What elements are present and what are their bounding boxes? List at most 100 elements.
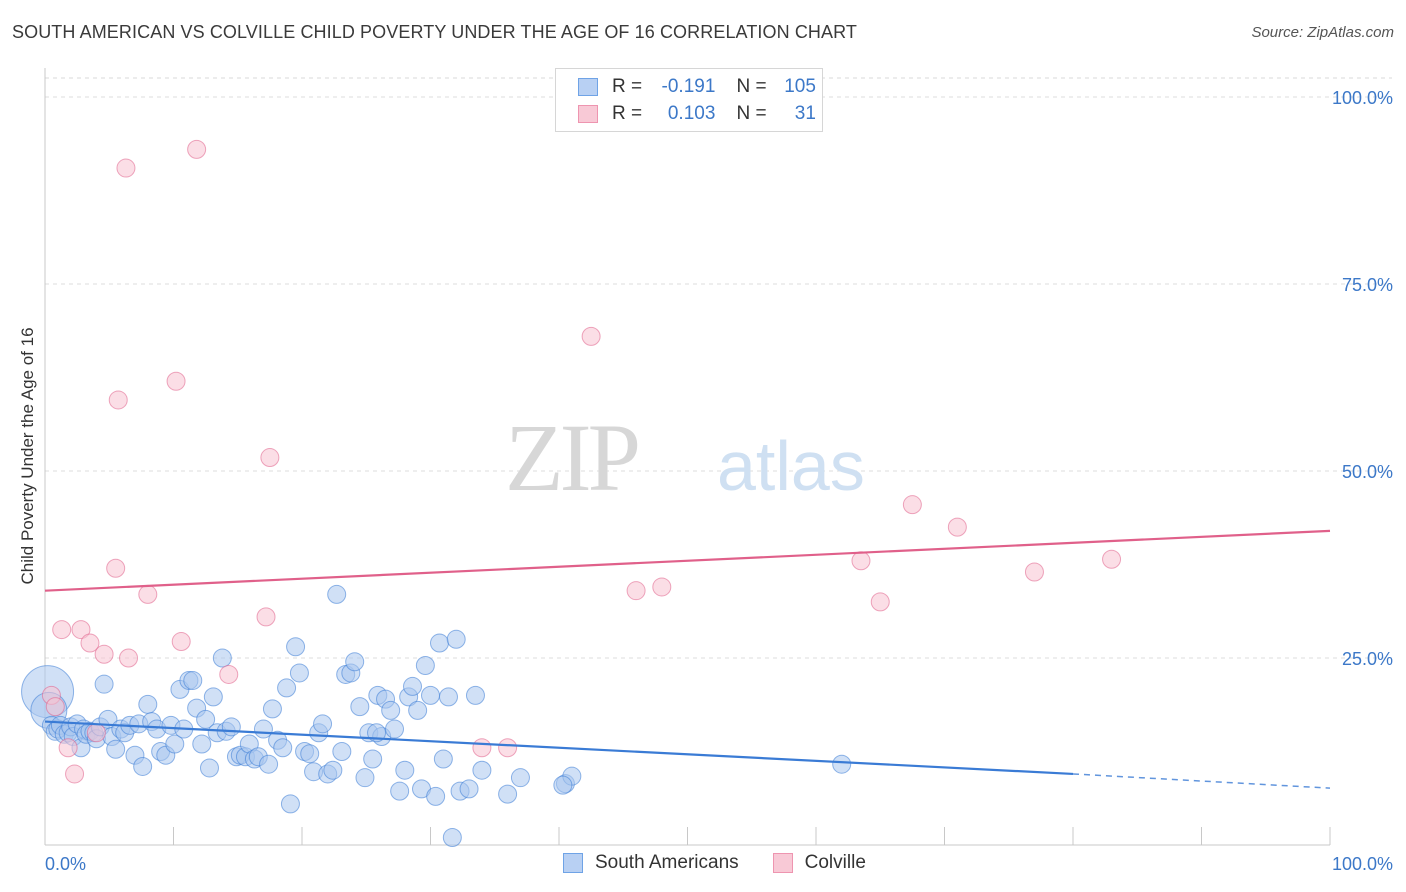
colville-point: [166, 371, 186, 391]
south-americans-point: [323, 760, 343, 780]
south-americans-point: [498, 784, 518, 804]
colville-point: [652, 577, 672, 597]
y-tick-label: 100.0%: [1332, 88, 1393, 108]
south-americans-point: [438, 687, 458, 707]
south-americans-point: [192, 734, 212, 754]
legend-row-south-americans: R = -0.191 N = 105: [578, 75, 816, 99]
trend-lines: [44, 529, 1331, 789]
south-americans-point: [363, 749, 383, 769]
colville-point: [1102, 549, 1122, 569]
south-americans-point: [345, 652, 365, 672]
south-americans-point: [350, 697, 370, 717]
bottom-legend-item-south-americans: South Americans: [563, 852, 739, 874]
legend-r-label: R =: [612, 103, 643, 124]
south-americans-point: [262, 699, 282, 719]
y-axis-label: Child Poverty Under the Age of 16: [18, 327, 37, 585]
grid-lines: [45, 77, 1392, 659]
legend-r-value: -0.191: [661, 76, 716, 97]
legend: R = -0.191 N = 105 R = 0.103 N = 31: [555, 68, 823, 132]
south-americans-point: [553, 775, 573, 795]
source-label: Source: ZipAtlas.com: [1251, 24, 1394, 41]
south-americans-trend-extension: [1072, 773, 1331, 789]
colville-point: [119, 648, 139, 668]
colville-trend-line: [44, 529, 1331, 592]
south-americans-point: [221, 717, 241, 737]
colville-point: [106, 558, 126, 578]
bottom-legend-swatch-colville: [772, 853, 793, 873]
colville-point: [851, 551, 871, 571]
south-americans-point: [165, 734, 185, 754]
south-americans-point: [390, 781, 410, 801]
colville-point: [947, 517, 967, 537]
colville-point: [45, 697, 65, 717]
south-americans-point: [426, 786, 446, 806]
data-points: [21, 139, 1122, 848]
south-americans-point: [106, 739, 126, 759]
south-americans-point: [259, 754, 279, 774]
south-americans-point: [381, 700, 401, 720]
colville-point: [187, 139, 207, 159]
bottom-legend-swatch-south-americans: [563, 853, 583, 873]
south-americans-point: [442, 828, 462, 848]
south-americans-point: [138, 694, 158, 714]
chart-title: SOUTH AMERICAN VS COLVILLE CHILD POVERTY…: [12, 22, 857, 42]
colville-point: [71, 620, 91, 640]
south-americans-point: [203, 687, 223, 707]
colville-point: [1024, 562, 1044, 582]
south-americans-point: [421, 685, 440, 705]
x-tick-label: 100.0%: [1332, 854, 1393, 874]
south-americans-point: [408, 700, 428, 720]
legend-n-label: N =: [736, 76, 767, 97]
colville-point: [870, 592, 890, 612]
colville-point: [65, 764, 85, 784]
colville-point: [116, 158, 136, 178]
south-americans-point: [277, 678, 297, 698]
bottom-legend-label: Colville: [804, 852, 866, 873]
south-americans-point: [385, 719, 405, 739]
south-americans-point: [286, 637, 306, 657]
legend-n-value: 105: [784, 76, 816, 97]
colville-point: [472, 738, 492, 758]
south-americans-point: [446, 629, 466, 649]
x-tick-label: 0.0%: [45, 854, 86, 874]
south-americans-point: [832, 754, 852, 774]
colville-point: [138, 584, 158, 604]
south-americans-point: [510, 768, 530, 788]
bottom-legend: South Americans Colville: [563, 852, 900, 874]
south-americans-point: [429, 633, 449, 653]
south-americans-point: [459, 779, 479, 799]
south-americans-point: [280, 794, 300, 814]
watermark-zip: ZIP: [505, 404, 638, 511]
south-americans-point: [465, 685, 485, 705]
legend-r-label: R =: [612, 76, 643, 97]
south-americans-point: [289, 663, 309, 683]
south-americans-point: [313, 714, 333, 734]
colville-point: [219, 664, 239, 684]
south-americans-point: [433, 749, 453, 769]
south-americans-point: [472, 760, 492, 780]
y-tick-label: 50.0%: [1342, 462, 1393, 482]
legend-swatch-south-americans: [578, 78, 598, 96]
y-tick-label: 75.0%: [1342, 275, 1393, 295]
south-americans-point: [94, 674, 114, 694]
colville-point: [108, 390, 128, 410]
colville-point: [498, 738, 518, 758]
bottom-legend-label: South Americans: [595, 852, 739, 873]
south-americans-point: [332, 742, 352, 761]
colville-point: [58, 738, 78, 758]
colville-point: [581, 326, 601, 346]
colville-point: [52, 620, 72, 640]
legend-n-value: 31: [794, 103, 816, 124]
bottom-legend-item-colville: Colville: [772, 852, 866, 874]
south-americans-point: [196, 709, 216, 729]
colville-point: [94, 644, 114, 664]
south-americans-point: [403, 676, 423, 696]
colville-point: [171, 632, 191, 652]
south-americans-point: [199, 758, 219, 778]
watermark-atlas: atlas: [717, 427, 865, 505]
south-americans-point: [133, 756, 153, 776]
south-americans-point: [355, 768, 375, 788]
south-americans-point: [415, 655, 435, 675]
south-americans-point: [300, 744, 320, 764]
